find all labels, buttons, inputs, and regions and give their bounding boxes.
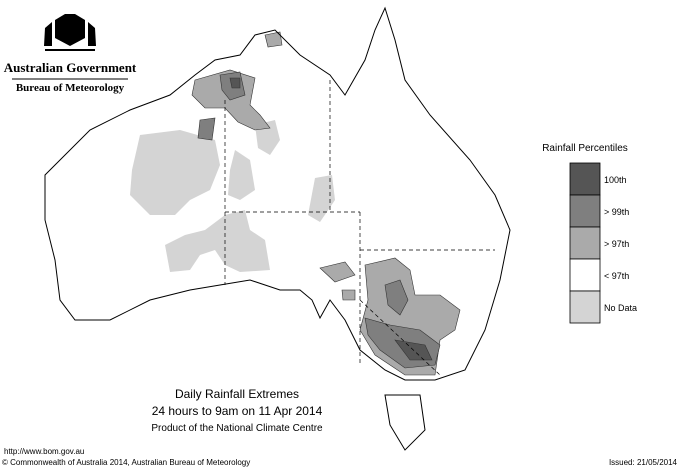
- legend-label: > 99th: [604, 207, 629, 217]
- rain-region: [319, 261, 356, 283]
- legend-label: 100th: [604, 175, 627, 185]
- legend-swatch: [569, 258, 601, 292]
- bureau-name: Bureau of Meteorology: [16, 82, 125, 94]
- emblem: [55, 14, 85, 46]
- legend-swatch: [569, 194, 601, 228]
- no-data-region: [308, 175, 335, 222]
- coastline: [44, 6, 511, 381]
- rain-region: [229, 77, 241, 89]
- emblem-supporters: [44, 22, 96, 46]
- rain-region: [264, 31, 283, 48]
- legend-swatch: [569, 290, 601, 324]
- border: [359, 299, 441, 376]
- legend-label: < 97th: [604, 271, 629, 281]
- legend: 100th > 99th > 97th < 97th No Data: [569, 162, 637, 324]
- no-data-region: [165, 210, 270, 272]
- tasmania: [384, 394, 426, 451]
- legend-swatch: [569, 162, 601, 196]
- coat-of-arms: [44, 14, 96, 51]
- no-data-region: [228, 150, 255, 200]
- legend-title: Rainfall Percentiles: [542, 143, 628, 154]
- caption-subtitle: 24 hours to 9am on 11 Apr 2014: [152, 404, 323, 418]
- legend-label: No Data: [604, 303, 637, 313]
- rain-region: [384, 279, 409, 316]
- footer-url: http://www.bom.gov.au: [4, 447, 84, 456]
- rain-region: [191, 69, 271, 131]
- footer-issued: Issued: 21/05/2014: [609, 458, 678, 467]
- government-name: Australian Government: [4, 60, 137, 75]
- footer-copyright: © Commonwealth of Australia 2014, Austra…: [2, 458, 250, 467]
- rain-region: [197, 117, 216, 141]
- legend-swatch: [569, 226, 601, 260]
- legend-label: > 97th: [604, 239, 629, 249]
- no-data-region: [130, 130, 220, 215]
- state-borders: [224, 80, 495, 376]
- rain-region: [341, 289, 356, 301]
- caption-credit: Product of the National Climate Centre: [151, 423, 323, 434]
- rainfall-regions: [191, 31, 461, 376]
- no-data-regions: [130, 120, 335, 272]
- caption-title: Daily Rainfall Extremes: [175, 387, 299, 401]
